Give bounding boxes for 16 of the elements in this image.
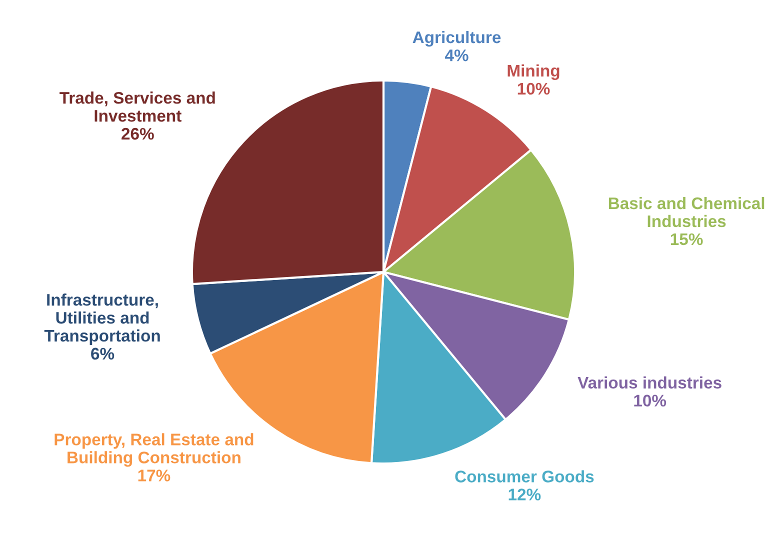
slice-label: Various industries	[578, 376, 722, 389]
slice-label: Infrastructure, Utilities and Transportation	[44, 294, 160, 345]
data-label: 17%	[138, 470, 170, 482]
data-label: 12%	[508, 488, 541, 500]
data-label: 6%	[91, 348, 114, 360]
slice-label: Trade, Services and Investment	[60, 92, 215, 122]
data-label: 10%	[634, 394, 666, 407]
data-label: 10%	[518, 82, 550, 95]
data-label: 15%	[670, 233, 703, 246]
slice-label: Mining	[508, 64, 560, 80]
slice-label: Property, Real Estate and Building Construction	[54, 433, 254, 467]
slice-label: Basic and Chemical Industries	[608, 196, 764, 228]
slice-label: Consumer Goods	[455, 470, 594, 482]
data-label: 26%	[122, 128, 154, 140]
data-label: 4%	[444, 49, 468, 62]
slice-label: Agriculture	[412, 30, 501, 47]
